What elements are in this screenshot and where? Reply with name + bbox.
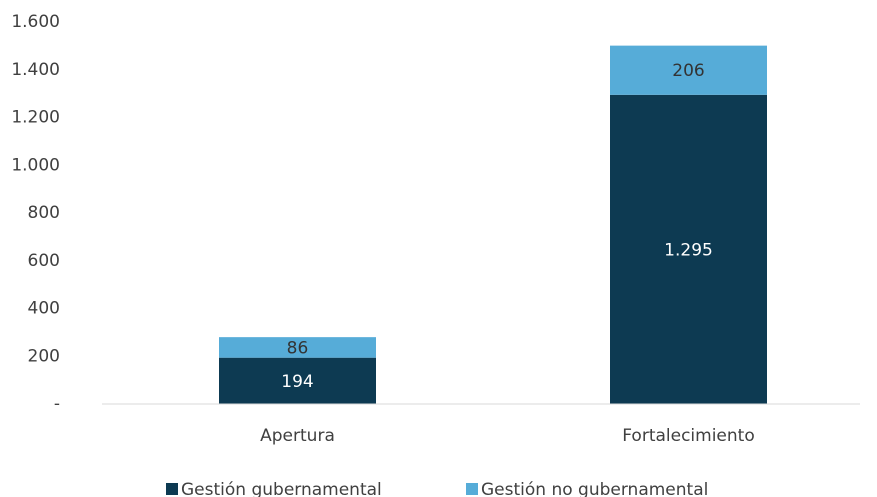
data-label: 86: [287, 338, 309, 358]
bar-segment: [219, 337, 376, 358]
bar-segment: [610, 45, 767, 95]
legend-label: Gestión no gubernamental: [481, 480, 708, 497]
legend-swatch: [466, 483, 478, 495]
y-tick-label: 1.200: [11, 108, 60, 128]
x-tick-label: Fortalecimiento: [622, 426, 754, 446]
y-tick-label: 800: [28, 203, 60, 223]
y-tick-label: 1.600: [11, 12, 60, 32]
bar-segment: [219, 357, 376, 404]
data-label: 206: [672, 61, 704, 81]
data-label: 194: [281, 372, 313, 392]
y-tick-label: 600: [28, 251, 60, 271]
legend-swatch: [166, 483, 178, 495]
y-tick-label: 1.400: [11, 60, 60, 80]
y-tick-label: 400: [28, 299, 60, 319]
x-tick-label: Apertura: [260, 426, 335, 446]
y-tick-label: -: [54, 394, 60, 414]
legend-label: Gestión gubernamental: [181, 480, 382, 497]
y-tick-label: 1.000: [11, 155, 60, 175]
bar-segment: [610, 94, 767, 404]
data-label: 1.295: [664, 240, 713, 260]
y-tick-label: 200: [28, 346, 60, 366]
